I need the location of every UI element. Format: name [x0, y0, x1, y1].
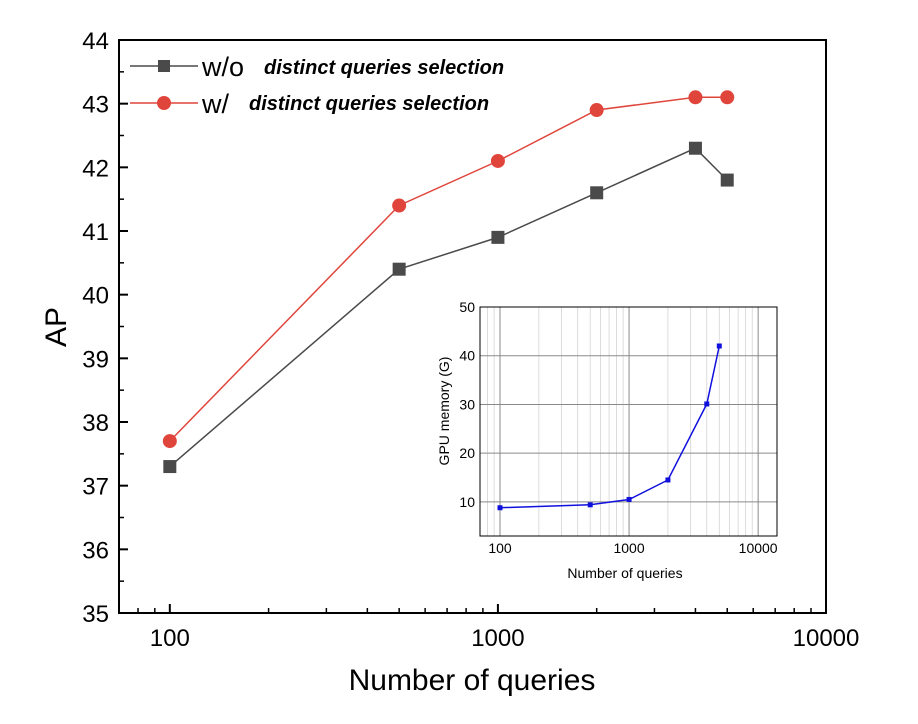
main-x-ticks: 100 1000 10000: [137, 604, 860, 652]
inset-point: [704, 401, 710, 407]
inset-point: [626, 496, 632, 502]
main-y-tick-label: 42: [82, 155, 109, 182]
legend-marker-square: [158, 60, 170, 72]
legend-item-w: w/ distinct queries selection: [130, 89, 489, 119]
inset-grid: [480, 306, 777, 536]
inset-y-tick-label: 10: [459, 494, 475, 510]
main-point-square: [590, 186, 604, 200]
main-point-circle: [589, 103, 604, 118]
main-y-tick-label: 40: [82, 283, 109, 310]
main-point-square: [720, 173, 734, 187]
inset-x-tick-label: 10000: [739, 540, 778, 556]
inset-point: [587, 502, 593, 508]
main-point-circle: [490, 153, 505, 168]
main-point-square: [688, 141, 702, 155]
main-y-tick-label: 35: [82, 601, 109, 628]
main-point-circle: [162, 434, 177, 449]
legend-label-w-prefix: w/: [201, 89, 229, 119]
main-y-tick-label: 43: [82, 92, 109, 119]
main-point-circle: [688, 90, 703, 105]
main-point-square: [392, 262, 406, 276]
inset-point: [497, 505, 503, 511]
inset-y-axis-label: GPU memory (G): [436, 357, 452, 466]
legend-marker-circle: [157, 96, 171, 110]
inset-y-ticks: 10 20 30 40 50: [459, 299, 475, 510]
main-point-circle: [392, 198, 407, 213]
inset-x-axis-label: Number of queries: [567, 565, 682, 581]
inset-x-ticks: 100 1000 10000: [488, 540, 778, 556]
inset-y-tick-label: 50: [459, 299, 475, 315]
main-x-tick-label: 100: [150, 625, 190, 652]
main-y-tick-label: 41: [82, 219, 109, 246]
main-point-square: [163, 460, 177, 474]
inset-y-tick-label: 30: [459, 396, 475, 412]
main-y-tick-label: 37: [82, 474, 109, 501]
legend: w/o distinct queries selection w/ distin…: [130, 52, 504, 119]
inset-series: [497, 343, 722, 511]
main-point-circle: [720, 90, 735, 105]
inset-y-tick-label: 20: [459, 445, 475, 461]
legend-item-wo: w/o distinct queries selection: [130, 52, 504, 82]
inset-point: [716, 343, 722, 349]
inset-series-line-0: [499, 345, 721, 509]
legend-label-w-suffix: distinct queries selection: [249, 93, 489, 115]
inset-point: [665, 477, 671, 483]
main-series: [162, 90, 735, 474]
main-y-tick-label: 39: [82, 346, 109, 373]
inset-plot-frame: [479, 306, 778, 537]
main-chart: 35 36 37 38 39 40 41 42 43 44 100 1000 10000 Number…: [40, 28, 859, 697]
main-y-tick-label: 38: [82, 410, 109, 437]
main-point-square: [491, 230, 505, 244]
inset-chart: 10 20 30 40 50 100 1000 10000 Number of querie…: [436, 299, 778, 581]
main-x-axis-label: Number of queries: [349, 664, 596, 697]
main-y-tick-label: 44: [82, 28, 109, 55]
inset-x-tick-label: 1000: [613, 540, 644, 556]
main-y-tick-label: 36: [82, 537, 109, 564]
main-x-tick-label: 10000: [793, 625, 860, 652]
inset-y-tick-label: 40: [459, 348, 475, 364]
main-x-tick-label: 1000: [471, 625, 524, 652]
legend-label-wo-suffix: distinct queries selection: [264, 57, 504, 79]
inset-x-tick-label: 100: [488, 540, 512, 556]
legend-label-wo-prefix: w/o: [201, 52, 244, 82]
main-y-axis-label: AP: [40, 307, 73, 347]
main-y-ticks: 35 36 37 38 39 40 41 42 43 44: [82, 28, 128, 628]
